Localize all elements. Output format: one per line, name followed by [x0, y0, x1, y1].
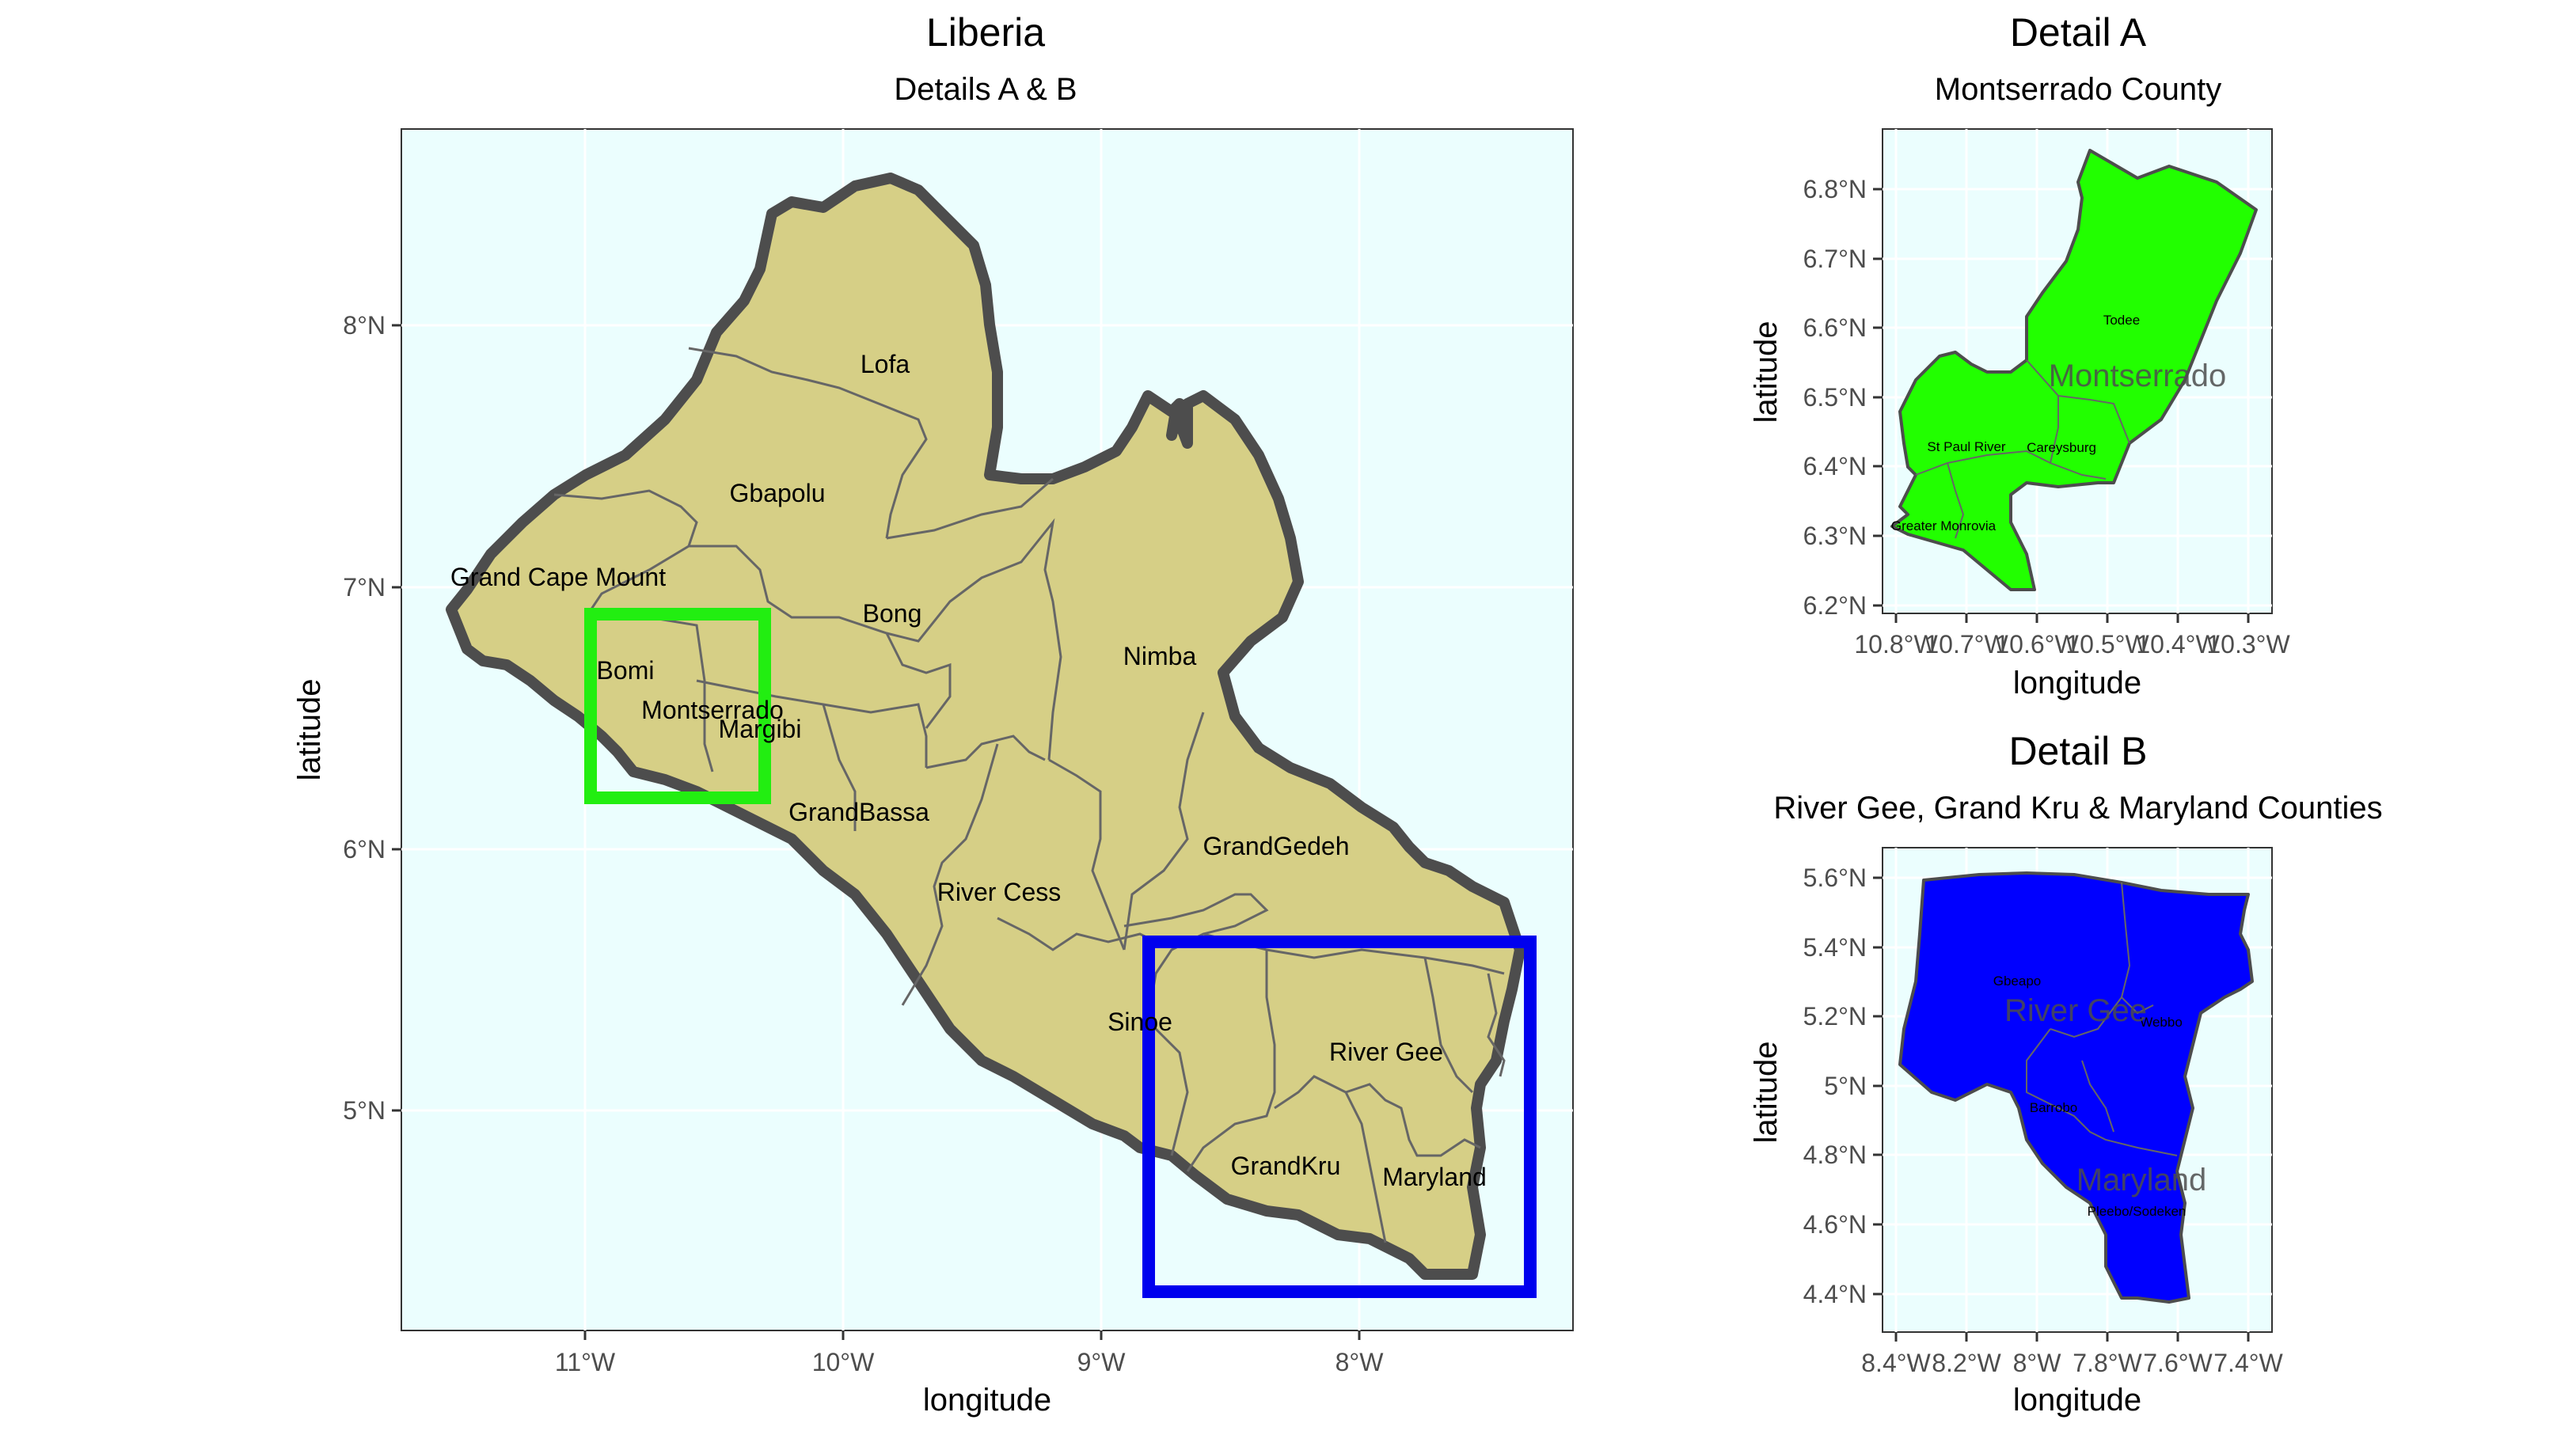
- main-y-axis-title: latitude: [292, 679, 327, 781]
- detail-a-y-tick: 6.2°N: [1803, 591, 1867, 620]
- county-label-river-gee: River Gee: [1329, 1038, 1443, 1066]
- district-label-pleebo-sodeken: Pleebo/Sodeken: [2088, 1204, 2187, 1219]
- district-label-barrobo: Barrobo: [2030, 1100, 2077, 1115]
- detail-a-subtitle: Montserrado County: [1935, 72, 2221, 107]
- detail-b-y-tick: 5.2°N: [1803, 1002, 1867, 1031]
- main-y-tick: 8°N: [343, 311, 386, 340]
- detail-b-y-tick: 4.6°N: [1803, 1210, 1867, 1239]
- detail-a-y-tick: 6.7°N: [1803, 245, 1867, 273]
- detail-a-x-axis-title: longitude: [2013, 666, 2141, 700]
- detail-b-y-tick: 5.6°N: [1803, 864, 1867, 892]
- detail-a-y-tick: 6.4°N: [1803, 452, 1867, 480]
- detail-a-y-tick: 6.3°N: [1803, 522, 1867, 550]
- county-label-nimba: Nimba: [1123, 642, 1197, 670]
- district-label-careysburg: Careysburg: [2027, 440, 2096, 455]
- county-label-sinoe: Sinoe: [1108, 1008, 1172, 1036]
- main-y-tick: 5°N: [343, 1096, 386, 1125]
- detail-b-y-tick: 4.4°N: [1803, 1280, 1867, 1308]
- detail-b-box: [1142, 936, 1537, 1298]
- county-label-grandgedeh: GrandGedeh: [1203, 832, 1349, 860]
- main-y-tick: 6°N: [343, 835, 386, 864]
- detail-b-x-axis-title: longitude: [2013, 1383, 2141, 1418]
- main-x-tick: 8°W: [1335, 1348, 1385, 1376]
- detail-a-y-tick: 6.5°N: [1803, 383, 1867, 412]
- county-label-montserrado: Montserrado: [641, 696, 784, 724]
- detail-a: Detail A Montserrado County Todee St Pau…: [1749, 10, 2290, 700]
- main-y-tick: 7°N: [343, 573, 386, 602]
- detail-a-y-tick: 6.8°N: [1803, 175, 1867, 203]
- county-label-bomi: Bomi: [597, 656, 655, 685]
- district-label-greater-monrovia: Greater Monrovia: [1891, 518, 1997, 533]
- detail-a-x-tick: 10.3°W: [2206, 630, 2290, 659]
- county-label-bong: Bong: [863, 599, 922, 628]
- county-label-gbapolu: Gbapolu: [730, 479, 826, 507]
- detail-b-y-tick: 5°N: [1824, 1072, 1867, 1100]
- county-label-river-cess: River Cess: [937, 878, 1061, 906]
- detail-b-x-tick: 8.2°W: [1932, 1349, 2001, 1377]
- county-label-grandkru: GrandKru: [1231, 1152, 1341, 1180]
- detail-b-title: Detail B: [2008, 729, 2147, 773]
- main-x-tick: 10°W: [812, 1348, 875, 1376]
- main-x-tick: 11°W: [555, 1348, 616, 1376]
- main-map-subtitle: Details A & B: [894, 72, 1077, 107]
- main-x-tick: 9°W: [1077, 1348, 1127, 1376]
- county-label-grand-cape-mount: Grand Cape Mount: [450, 563, 666, 591]
- detail-a-x-tick: 10.4°W: [2136, 630, 2220, 659]
- district-label-webbo: Webbo: [2140, 1015, 2183, 1030]
- county-label-maryland: Maryland: [1382, 1163, 1487, 1191]
- district-label-todee: Todee: [2103, 313, 2140, 328]
- county-label-grandbassa: GrandBassa: [788, 798, 929, 826]
- montserrado-shape: [1890, 149, 2258, 591]
- detail-a-x-tick: 10.7°W: [1924, 630, 2008, 659]
- detail-a-x-tick: 10.6°W: [1995, 630, 2079, 659]
- region-label-maryland: Maryland: [2076, 1163, 2207, 1198]
- detail-b-x-tick: 8°W: [2013, 1349, 2062, 1377]
- liberia-land: [446, 173, 1525, 1280]
- detail-b-y-axis-title: latitude: [1749, 1042, 1784, 1144]
- detail-b: Detail B River Gee, Grand Kru & Maryland…: [1749, 729, 2383, 1418]
- district-label-st-paul-river: St Paul River: [1927, 439, 2006, 454]
- detail-b-x-tick: 7.8°W: [2073, 1349, 2142, 1377]
- detail-b-y-tick: 5.4°N: [1803, 933, 1867, 962]
- district-label-gbeapo: Gbeapo: [1993, 974, 2042, 989]
- detail-b-x-tick: 8.4°W: [1861, 1349, 1931, 1377]
- detail-b-y-tick: 4.8°N: [1803, 1141, 1867, 1169]
- detail-a-x-tick: 10.8°W: [1854, 630, 1938, 659]
- county-label-margibi: Margibi: [719, 715, 802, 743]
- river-gee-grand-kru-maryland-shape: [1898, 871, 2254, 1304]
- detail-b-subtitle: River Gee, Grand Kru & Maryland Counties: [1773, 791, 2382, 826]
- main-x-axis-title: longitude: [923, 1383, 1051, 1418]
- detail-b-x-tick: 7.4°W: [2213, 1349, 2283, 1377]
- detail-a-box: [584, 608, 771, 804]
- county-label-lofa: Lofa: [861, 350, 910, 378]
- main-map-title: Liberia: [926, 10, 1045, 55]
- detail-b-x-tick: 7.6°W: [2143, 1349, 2213, 1377]
- region-label-montserrado: Montserrado: [2049, 359, 2227, 393]
- region-label-river-gee: River Gee: [2004, 993, 2147, 1028]
- detail-a-y-axis-title: latitude: [1749, 321, 1784, 423]
- detail-a-y-tick: 6.6°N: [1803, 313, 1867, 342]
- main-map: Liberia Details A & B: [292, 10, 1574, 1418]
- detail-a-x-tick: 10.5°W: [2065, 630, 2149, 659]
- detail-a-title: Detail A: [2010, 10, 2147, 55]
